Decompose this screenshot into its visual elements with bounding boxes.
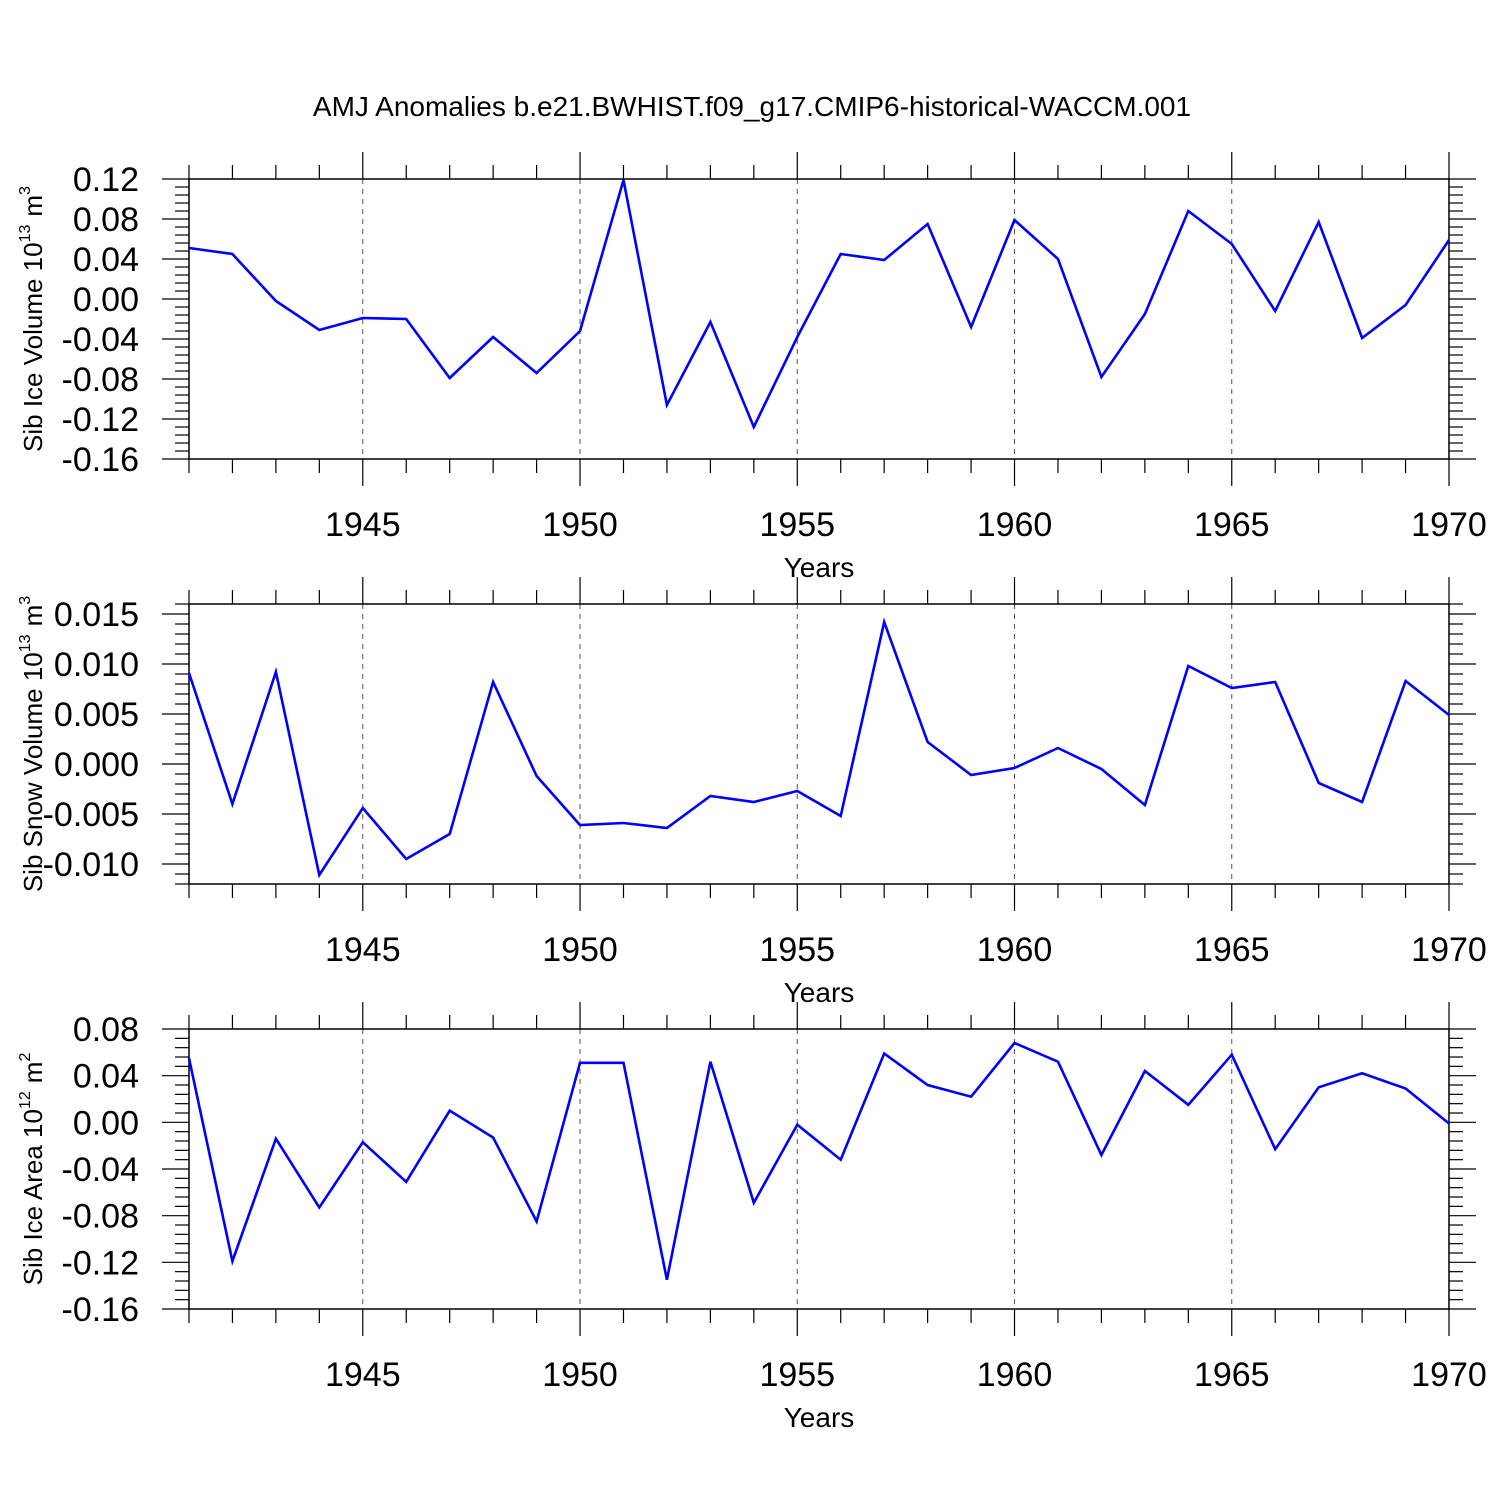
x-tick-label: 1970 [1411,1356,1487,1394]
y-tick-label: 0.08 [73,1011,139,1049]
y-tick-label: 0.12 [73,161,139,199]
x-tick-label: 1950 [542,931,618,969]
y-axis-label: Sib Ice Volume 1013 m3 [17,186,48,452]
panel-sib-ice-area: 1945 1950 1955 1960 1965 1970 Years 0.08 0.04 0.0… [17,1002,1487,1433]
y-tick-label: -0.08 [62,361,140,399]
y-tick-label: 0.010 [54,646,139,684]
plot-frame [188,1028,1450,1310]
x-tick-label: 1945 [325,931,401,969]
y-label-part: m [18,1062,48,1084]
y-tick-label: -0.12 [62,401,140,439]
x-tick-label: 1965 [1194,1356,1270,1394]
series-line [187,1041,1450,1281]
x-tick-label: 1970 [1411,931,1487,969]
x-tick-label: 1965 [1194,931,1270,969]
y-label-part: m [18,605,48,627]
panel-sib-ice-volume: 1945 1950 1955 1960 1965 1970Years0.120.080.0… [17,152,1487,583]
y-tick-label: -0.005 [43,796,139,834]
y-label-exponent: 13 [17,225,34,243]
y-label-part: Sib Snow Volume 10 [18,652,48,892]
panel-sib-snow-volume: 1945 1950 1955 1960 1965 1970 Years 0.015 0.010 0… [17,577,1487,1008]
x-tick-label: 1960 [977,931,1053,969]
y-tick-label: -0.08 [62,1198,140,1236]
x-tick-label: 1955 [759,931,835,969]
y-label-exponent: 2 [17,1053,34,1062]
y-tick-label: -0.04 [62,1151,140,1189]
x-tick-label: 1945 [325,1356,401,1394]
y-label-exponent: 3 [17,186,34,195]
y-tick-label: 0.005 [54,696,139,734]
plot-frame [188,178,1450,460]
x-tick-label: 1950 [542,506,618,544]
x-tick-label: 1965 [1194,506,1270,544]
y-tick-label: 0.00 [73,1104,139,1142]
x-axis-label: Years [784,977,855,1008]
series-line [187,617,1450,879]
y-label-part: m [18,195,48,217]
y-tick-label: 0.015 [54,596,139,634]
x-axis-label: Years [784,552,855,583]
y-tick-label: -0.16 [62,441,140,479]
y-tick-label: 0.08 [73,201,139,239]
x-tick-label: 1955 [759,1356,835,1394]
y-tick-label: -0.04 [62,321,140,359]
plot-frame [188,603,1450,885]
y-tick-label: 0.04 [73,241,139,279]
x-tick-label: 1945 [325,506,401,544]
x-tick-label: 1955 [759,506,835,544]
x-axis-label: Years [784,1402,855,1433]
y-tick-label: -0.010 [43,846,139,884]
y-axis-label: Sib Snow Volume 1013 m3 [17,596,48,892]
y-label-part: Sib Ice Area 10 [18,1109,48,1285]
y-label-exponent: 3 [17,596,34,605]
x-tick-label: 1970 [1411,506,1487,544]
y-tick-label: 0.00 [73,281,139,319]
y-label-exponent: 13 [17,634,34,652]
x-tick-label: 1960 [977,506,1053,544]
y-tick-label: -0.16 [62,1291,140,1329]
x-tick-label: 1950 [542,1356,618,1394]
y-label-exponent: 12 [17,1091,34,1109]
x-tick-label: 1960 [977,1356,1053,1394]
y-axis-label: Sib Ice Area 1012 m2 [17,1053,48,1286]
chart-panels: 1945 1950 1955 1960 1965 1970Years0.120.080.0… [17,152,1487,1433]
y-tick-label: 0.04 [73,1058,139,1096]
chart-title: AMJ Anomalies b.e21.BWHIST.f09_g17.CMIP6… [313,91,1191,122]
y-tick-label: 0.000 [54,746,139,784]
y-tick-label: -0.12 [62,1244,140,1282]
y-label-part: Sib Ice Volume 10 [18,242,48,452]
series-line [188,179,1451,431]
